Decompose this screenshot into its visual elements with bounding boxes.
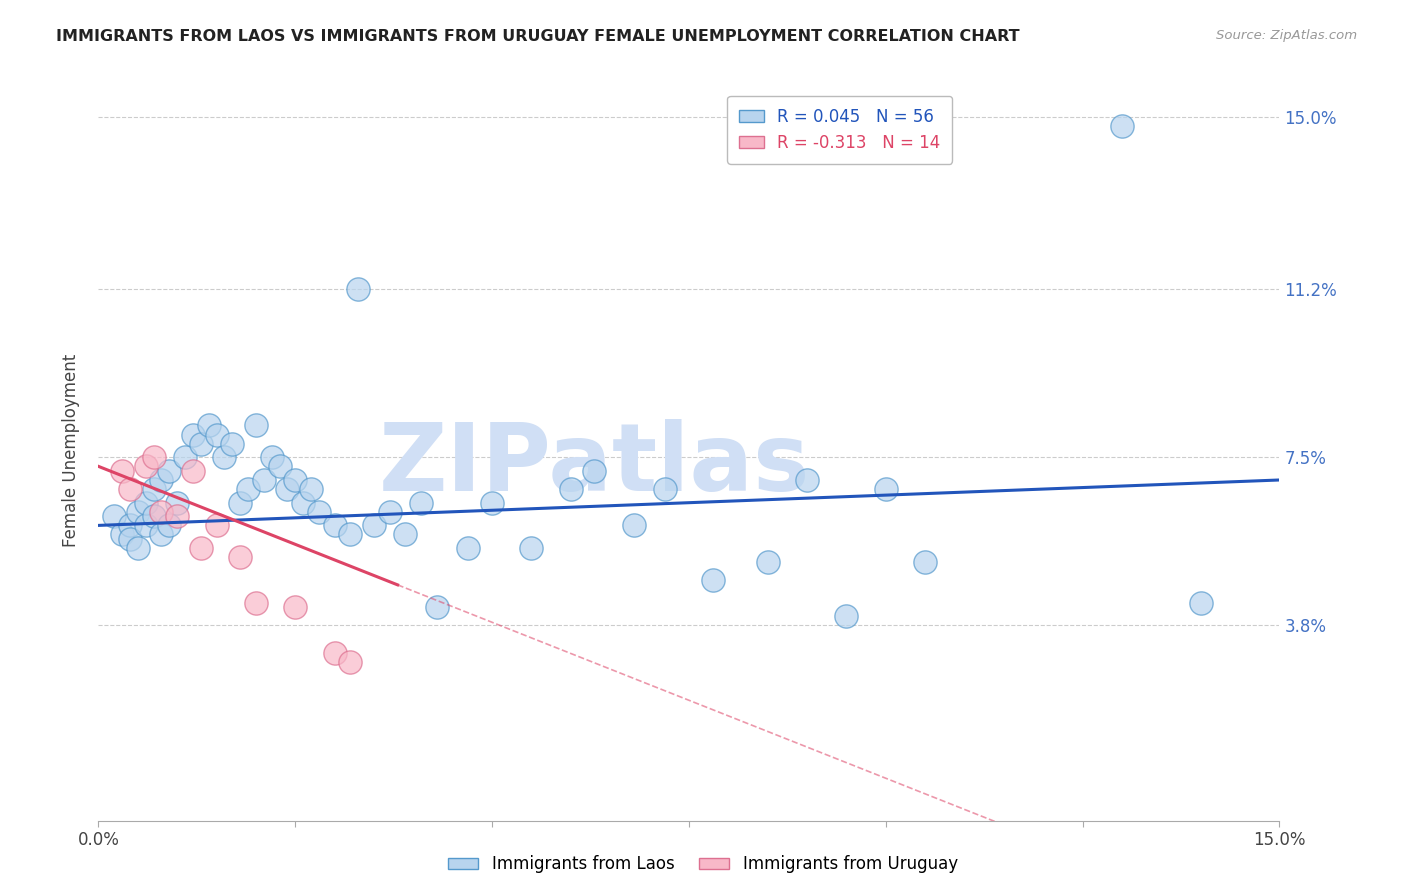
- Point: [103, 509, 125, 524]
- Point: [111, 527, 134, 541]
- Point: [339, 527, 361, 541]
- Point: [245, 418, 267, 433]
- Point: [221, 436, 243, 450]
- Point: [205, 518, 228, 533]
- Point: [150, 473, 173, 487]
- Point: [135, 496, 157, 510]
- Point: [150, 505, 173, 519]
- Point: [181, 464, 204, 478]
- Point: [623, 518, 645, 533]
- Legend: Immigrants from Laos, Immigrants from Uruguay: Immigrants from Laos, Immigrants from Ur…: [441, 849, 965, 880]
- Point: [214, 450, 236, 465]
- Point: [142, 450, 165, 465]
- Point: [394, 527, 416, 541]
- Point: [654, 482, 676, 496]
- Point: [142, 482, 165, 496]
- Point: [583, 464, 606, 478]
- Point: [166, 496, 188, 510]
- Point: [284, 473, 307, 487]
- Point: [411, 496, 433, 510]
- Point: [284, 600, 307, 615]
- Point: [323, 646, 346, 660]
- Point: [378, 505, 401, 519]
- Point: [229, 550, 252, 565]
- Point: [205, 427, 228, 442]
- Point: [190, 436, 212, 450]
- Point: [560, 482, 582, 496]
- Point: [197, 418, 219, 433]
- Point: [835, 609, 858, 624]
- Point: [426, 600, 449, 615]
- Point: [796, 473, 818, 487]
- Point: [157, 464, 180, 478]
- Legend: R = 0.045   N = 56, R = -0.313   N = 14: R = 0.045 N = 56, R = -0.313 N = 14: [727, 96, 952, 164]
- Point: [914, 555, 936, 569]
- Point: [323, 518, 346, 533]
- Point: [135, 518, 157, 533]
- Point: [339, 655, 361, 669]
- Point: [457, 541, 479, 555]
- Text: ZIPatlas: ZIPatlas: [378, 419, 810, 511]
- Point: [347, 282, 370, 296]
- Point: [157, 518, 180, 533]
- Point: [229, 496, 252, 510]
- Point: [756, 555, 779, 569]
- Point: [118, 518, 141, 533]
- Point: [166, 509, 188, 524]
- Point: [299, 482, 322, 496]
- Point: [520, 541, 543, 555]
- Point: [127, 541, 149, 555]
- Point: [127, 505, 149, 519]
- Point: [276, 482, 298, 496]
- Point: [875, 482, 897, 496]
- Point: [236, 482, 259, 496]
- Text: IMMIGRANTS FROM LAOS VS IMMIGRANTS FROM URUGUAY FEMALE UNEMPLOYMENT CORRELATION : IMMIGRANTS FROM LAOS VS IMMIGRANTS FROM …: [56, 29, 1019, 44]
- Point: [118, 482, 141, 496]
- Point: [1189, 596, 1212, 610]
- Point: [190, 541, 212, 555]
- Point: [111, 464, 134, 478]
- Point: [150, 527, 173, 541]
- Point: [135, 459, 157, 474]
- Point: [308, 505, 330, 519]
- Point: [1111, 119, 1133, 133]
- Point: [481, 496, 503, 510]
- Text: Source: ZipAtlas.com: Source: ZipAtlas.com: [1216, 29, 1357, 42]
- Point: [260, 450, 283, 465]
- Point: [142, 509, 165, 524]
- Point: [363, 518, 385, 533]
- Y-axis label: Female Unemployment: Female Unemployment: [62, 354, 80, 547]
- Point: [245, 596, 267, 610]
- Point: [702, 573, 724, 587]
- Point: [269, 459, 291, 474]
- Point: [253, 473, 276, 487]
- Point: [174, 450, 197, 465]
- Point: [181, 427, 204, 442]
- Point: [292, 496, 315, 510]
- Point: [118, 532, 141, 546]
